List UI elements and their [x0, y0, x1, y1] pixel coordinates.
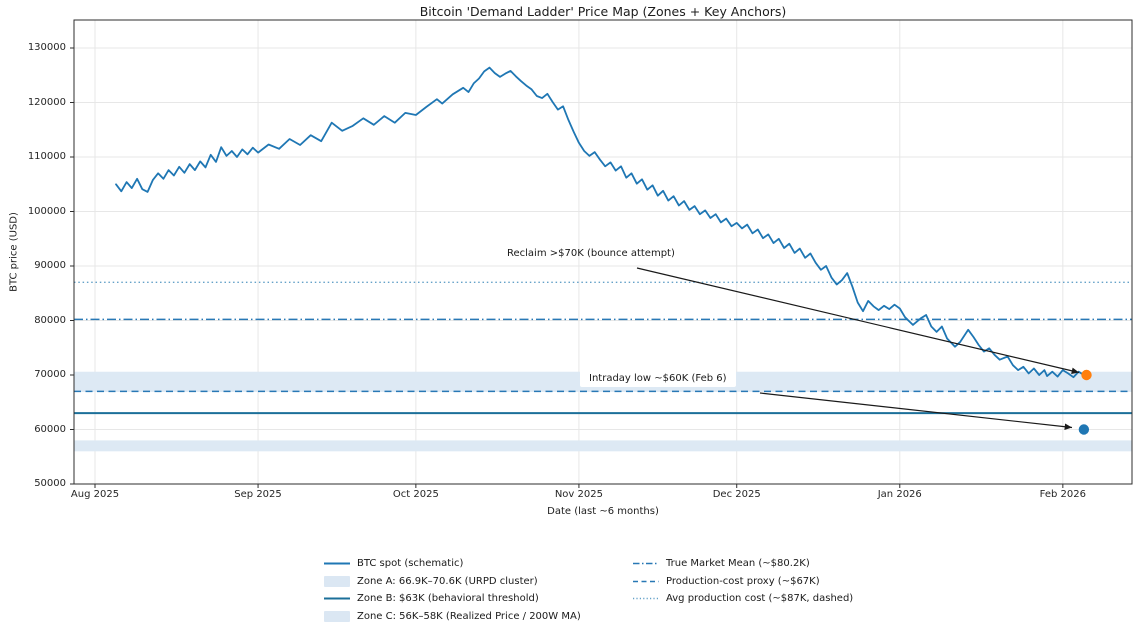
legend-label: True Market Mean (~$80.2K): [666, 558, 810, 570]
legend-column-left: BTC spot (schematic) Zone A: 66.9K–70.6K …: [324, 555, 581, 625]
legend-zone-swatch: [324, 610, 350, 622]
legend-item: Production-cost proxy (~$67K): [633, 573, 853, 591]
x-tick-label: Dec 2025: [712, 489, 761, 500]
legend-line-swatch: [633, 597, 659, 600]
x-axis-label: Date (last ~6 months): [547, 506, 659, 517]
y-tick-label: 100000: [27, 205, 66, 217]
end-marker-dot: [1081, 369, 1092, 381]
annotation-arrow: [759, 392, 1073, 429]
legend-item: Avg production cost (~$87K, dashed): [633, 590, 853, 608]
legend-label: Zone C: 56K–58K (Realized Price / 200W M…: [357, 610, 581, 622]
x-tick-label: Oct 2025: [392, 489, 439, 500]
y-tick-label: 110000: [27, 151, 66, 162]
btc-spot-line: [115, 66, 1088, 379]
y-tick-label: 70000: [34, 369, 66, 380]
legend-line-swatch: [633, 562, 659, 565]
x-tick-label: Jan 2026: [877, 489, 922, 500]
legend-column-right: True Market Mean (~$80.2K) Production-cos…: [633, 555, 853, 608]
end-marker-dot: [1078, 424, 1090, 435]
x-tick-label: Aug 2025: [70, 489, 120, 500]
legend-item: Zone C: 56K–58K (Realized Price / 200W M…: [324, 608, 581, 626]
annotation-arrow: [636, 267, 1080, 374]
legend-zone-swatch: [324, 575, 350, 587]
annotation-arrowhead: [1064, 423, 1072, 430]
chart-title: Bitcoin 'Demand Ladder' Price Map (Zones…: [419, 4, 787, 19]
zone-band: [74, 440, 1132, 452]
x-tick-label: Sep 2025: [234, 489, 282, 500]
legend-item: Zone A: 66.9K–70.6K (URPD cluster): [324, 573, 581, 591]
legend-item: True Market Mean (~$80.2K): [633, 555, 853, 573]
legend-label: BTC spot (schematic): [357, 558, 464, 570]
y-axis-label: BTC price (USD): [8, 212, 20, 292]
legend-item: BTC spot (schematic): [324, 555, 581, 573]
annotation-reclaim-70k: Reclaim >$70K (bounce attempt): [507, 248, 675, 259]
legend-line-swatch: [324, 597, 350, 600]
y-tick-label: 90000: [34, 260, 66, 271]
y-tick-label: 120000: [27, 96, 66, 108]
legend-label: Zone A: 66.9K–70.6K (URPD cluster): [357, 575, 538, 587]
legend-label: Zone B: $63K (behavioral threshold): [357, 593, 539, 605]
y-tick-label: 50000: [34, 478, 66, 489]
x-tick-label: Nov 2025: [554, 489, 603, 500]
plot-border: [73, 19, 1133, 485]
y-tick-label: 80000: [34, 314, 66, 326]
legend-item: Zone B: $63K (behavioral threshold): [324, 590, 581, 608]
x-tick-label: Feb 2026: [1039, 489, 1086, 500]
y-tick-label: 130000: [27, 42, 66, 53]
legend-line-swatch: [324, 562, 350, 565]
legend-label: Production-cost proxy (~$67K): [666, 575, 820, 587]
y-tick-label: 60000: [34, 423, 66, 435]
annotation-arrowhead: [1071, 367, 1079, 374]
legend-label: Avg production cost (~$87K, dashed): [666, 593, 854, 605]
annotation-intraday-low: Intraday low ~$60K (Feb 6): [580, 370, 736, 387]
legend-line-swatch: [633, 580, 659, 583]
